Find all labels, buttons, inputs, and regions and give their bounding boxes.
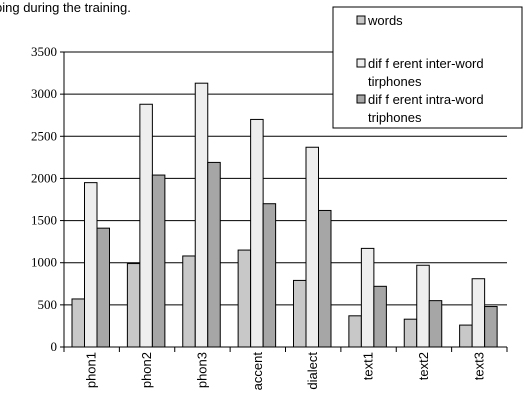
- bar-phon3-series-1: [182, 255, 196, 348]
- legend-label-2: tirphones: [368, 74, 422, 89]
- bar-text2-series-1: [403, 318, 418, 348]
- bar-accent-series-2: [250, 118, 264, 348]
- y-tick-label: 2500: [31, 128, 57, 143]
- bar-accent-series-3: [262, 203, 277, 348]
- y-axis: 0 500 1000 1500 2000 2500 3000 3500: [31, 44, 65, 354]
- y-tick-label: 0: [51, 339, 58, 354]
- y-tick-label: 500: [38, 297, 58, 312]
- bar-text2-series-2: [416, 264, 430, 348]
- bar-text3-series-2: [471, 278, 486, 348]
- x-tick-label: text2: [416, 352, 431, 380]
- x-axis: phon1 phon2 phon3 accent dialect text1 text2 te…: [63, 346, 508, 391]
- bars: [71, 82, 498, 348]
- bar-phon2-series-2: [139, 103, 153, 348]
- bar-phon2-series-1: [126, 263, 141, 348]
- bar-text2-series-3: [428, 300, 443, 348]
- x-tick-label: phon3: [194, 352, 209, 388]
- bar-text1-series-3: [373, 285, 387, 348]
- bar-text1-series-2: [360, 247, 375, 348]
- x-tick-label: phon2: [139, 352, 154, 388]
- clipped-caption: ping during the training.: [0, 0, 131, 15]
- x-tick-label: dialect: [305, 352, 320, 390]
- y-tick-label: 1500: [31, 213, 57, 228]
- legend-swatch-2: [356, 58, 366, 68]
- x-tick-label: accent: [250, 352, 265, 391]
- x-tick-label: text3: [471, 352, 486, 380]
- legend-label-2: dif f erent inter-word: [368, 56, 484, 71]
- bar-phon2-series-3: [151, 174, 166, 348]
- y-tick-label: 3500: [31, 44, 57, 59]
- bar-accent-series-1: [237, 249, 252, 348]
- bar-dialect-series-2: [305, 146, 319, 348]
- legend-label-3: triphones: [368, 110, 422, 125]
- legend-label-1: words: [367, 13, 403, 28]
- bar-text1-series-1: [348, 315, 362, 348]
- bar-phon3-series-2: [194, 82, 209, 348]
- x-tick-label: phon1: [84, 352, 99, 388]
- bar-dialect-series-3: [318, 209, 332, 348]
- legend-label-3: dif f erent intra-word: [368, 92, 484, 107]
- gridlines: [64, 51, 507, 306]
- bar-dialect-series-1: [293, 279, 307, 348]
- bar-phon1-series-1: [71, 298, 85, 348]
- legend-swatch-1: [356, 15, 366, 25]
- legend-swatch-3: [356, 94, 366, 104]
- bar-text3-series-3: [484, 306, 498, 348]
- bar-phon1-series-3: [96, 227, 110, 348]
- y-tick-label: 3000: [31, 86, 57, 101]
- legend: words dif f erent inter-word tirphones dif …: [332, 6, 523, 129]
- y-tick-label: 2000: [31, 170, 57, 185]
- bar-text3-series-1: [459, 324, 473, 348]
- bar-phon1-series-2: [84, 182, 98, 348]
- bar-phon3-series-3: [207, 161, 221, 348]
- x-tick-label: text1: [361, 352, 376, 380]
- y-tick-label: 1000: [31, 255, 57, 270]
